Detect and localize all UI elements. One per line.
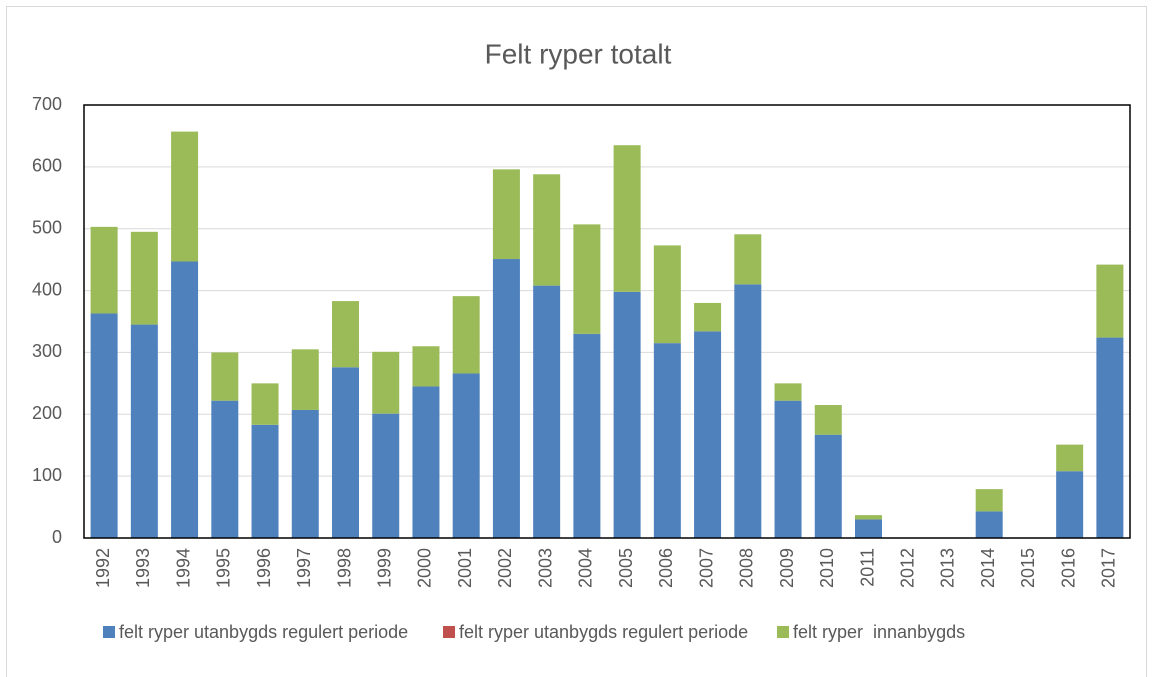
bar-segment <box>653 245 681 344</box>
bar-segment <box>251 383 279 425</box>
legend-label: felt ryper utanbygds regulert periode <box>459 622 748 642</box>
x-tick-label: 2016 <box>1058 548 1078 588</box>
x-tick-label: 2007 <box>696 548 716 588</box>
y-tick-label: 200 <box>32 403 62 423</box>
legend-label: felt ryper innanbygds <box>793 622 965 642</box>
x-tick-label: 2017 <box>1099 548 1119 588</box>
x-tick-label: 2013 <box>938 548 958 588</box>
plot-border <box>83 104 1131 539</box>
bar-segment <box>975 511 1003 538</box>
bar-segment <box>734 284 762 538</box>
y-tick-label: 100 <box>32 465 62 485</box>
bar-segment <box>332 301 359 368</box>
bar-segment <box>1056 444 1084 472</box>
y-tick-label: 0 <box>52 527 62 547</box>
bar-segment <box>653 343 681 538</box>
y-tick-label: 300 <box>32 341 62 361</box>
bar-segment <box>291 409 319 538</box>
legend-swatch <box>103 626 115 638</box>
bar-segment <box>533 285 561 538</box>
bar-segment <box>694 302 722 332</box>
bar-segment <box>171 131 199 262</box>
x-tick-label: 2014 <box>978 548 998 588</box>
bar-segment <box>1096 264 1124 338</box>
bar-segment <box>1096 337 1124 538</box>
bar-segment <box>694 331 722 538</box>
x-tick-label: 2000 <box>415 548 435 588</box>
legend-swatch <box>443 626 455 638</box>
x-tick-label: 2010 <box>817 548 837 588</box>
x-tick-label: 1998 <box>334 548 354 588</box>
bar-segment <box>613 145 641 292</box>
bar-segment <box>412 346 440 387</box>
x-tick-label: 2001 <box>455 548 475 588</box>
bar-segment <box>814 434 842 538</box>
bar-segment <box>573 224 601 334</box>
bar-segment <box>130 231 158 325</box>
y-tick-label: 600 <box>32 156 62 176</box>
bar-segment <box>332 367 359 538</box>
x-tick-label: 2011 <box>857 548 877 587</box>
y-tick-label: 400 <box>32 279 62 299</box>
bar-segment <box>492 259 520 538</box>
x-tick-label: 2012 <box>897 548 917 588</box>
bar-segment <box>90 313 118 538</box>
bar-segment <box>1056 471 1084 538</box>
bar-segment <box>452 373 480 538</box>
x-tick-label: 2002 <box>495 548 515 588</box>
x-tick-label: 2006 <box>656 548 676 588</box>
bar-segment <box>171 261 199 538</box>
bar-segment <box>372 413 400 538</box>
bar-segment <box>533 174 561 286</box>
x-tick-label: 1996 <box>254 548 274 588</box>
bar-segment <box>412 386 440 538</box>
x-tick-label: 1997 <box>294 548 314 588</box>
bar-segment <box>774 383 802 401</box>
legend-swatch <box>777 626 789 638</box>
bar-segment <box>814 405 842 435</box>
x-tick-label: 2005 <box>616 548 636 588</box>
bar-segment <box>774 400 802 538</box>
legend-label: felt ryper utanbygds regulert periode <box>119 622 408 642</box>
y-tick-label: 500 <box>32 217 62 237</box>
bar-segment <box>90 226 118 314</box>
bar-segment <box>855 515 882 520</box>
x-tick-label: 1995 <box>214 548 234 588</box>
bar-segment <box>975 489 1003 512</box>
x-tick-label: 1993 <box>133 548 153 588</box>
bar-segment <box>452 296 480 374</box>
x-tick-label: 1992 <box>93 548 113 588</box>
bar-segment <box>291 349 319 410</box>
bar-segment <box>855 519 882 538</box>
chart-border <box>6 6 1147 677</box>
x-tick-label: 2015 <box>1018 548 1038 588</box>
x-tick-label: 2008 <box>737 548 757 588</box>
bar-segment <box>734 234 762 285</box>
bar-segment <box>372 351 400 414</box>
x-tick-label: 2009 <box>777 548 797 588</box>
bar-segment <box>251 424 279 538</box>
bar-segment <box>211 352 239 401</box>
chart-title: Felt ryper totalt <box>485 38 672 69</box>
x-tick-label: 2004 <box>576 548 596 588</box>
bar-segment <box>492 169 520 260</box>
x-tick-label: 1994 <box>173 548 193 588</box>
y-tick-label: 700 <box>32 94 62 114</box>
bar-segment <box>573 333 601 538</box>
bar-segment <box>130 324 158 538</box>
bar-segment <box>613 291 641 538</box>
bar-segment <box>211 400 239 538</box>
x-tick-label: 2003 <box>535 548 555 588</box>
x-tick-label: 1999 <box>374 548 394 588</box>
